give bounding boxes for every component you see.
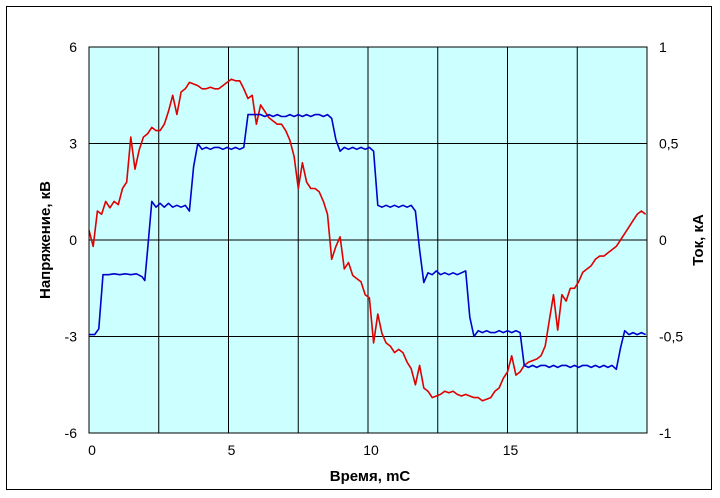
y2-tick-label: -1 bbox=[659, 425, 672, 441]
tick-labels: 0 5 10 15 6 3 0 -3 -6 1 0,5 0 -0,5 -1 bbox=[65, 39, 684, 458]
x-tick-label: 0 bbox=[88, 442, 96, 458]
y-tick-label: 0 bbox=[69, 232, 77, 248]
y2-tick-label: -0,5 bbox=[659, 329, 683, 345]
y2-axis-title: Ток, кА bbox=[690, 214, 707, 266]
voltage-series-line bbox=[88, 78, 647, 402]
x-tick-label: 15 bbox=[503, 442, 519, 458]
y2-tick-label: 0,5 bbox=[659, 136, 679, 152]
y-axis-title: Напряжение, кВ bbox=[37, 181, 54, 299]
x-tick-label: 10 bbox=[363, 442, 379, 458]
y2-tick-label: 0 bbox=[659, 232, 667, 248]
plot-border bbox=[88, 46, 648, 434]
x-axis-title: Время, mС bbox=[330, 468, 411, 485]
x-tick-label: 5 bbox=[228, 442, 236, 458]
current-series-line bbox=[89, 113, 646, 371]
y-tick-label: 3 bbox=[69, 136, 77, 152]
y2-tick-label: 1 bbox=[659, 39, 667, 55]
series-group bbox=[88, 78, 647, 402]
y-tick-label: -3 bbox=[65, 329, 78, 345]
y-tick-label: -6 bbox=[65, 425, 78, 441]
grid-lines bbox=[89, 47, 647, 433]
y-tick-label: 6 bbox=[69, 39, 77, 55]
